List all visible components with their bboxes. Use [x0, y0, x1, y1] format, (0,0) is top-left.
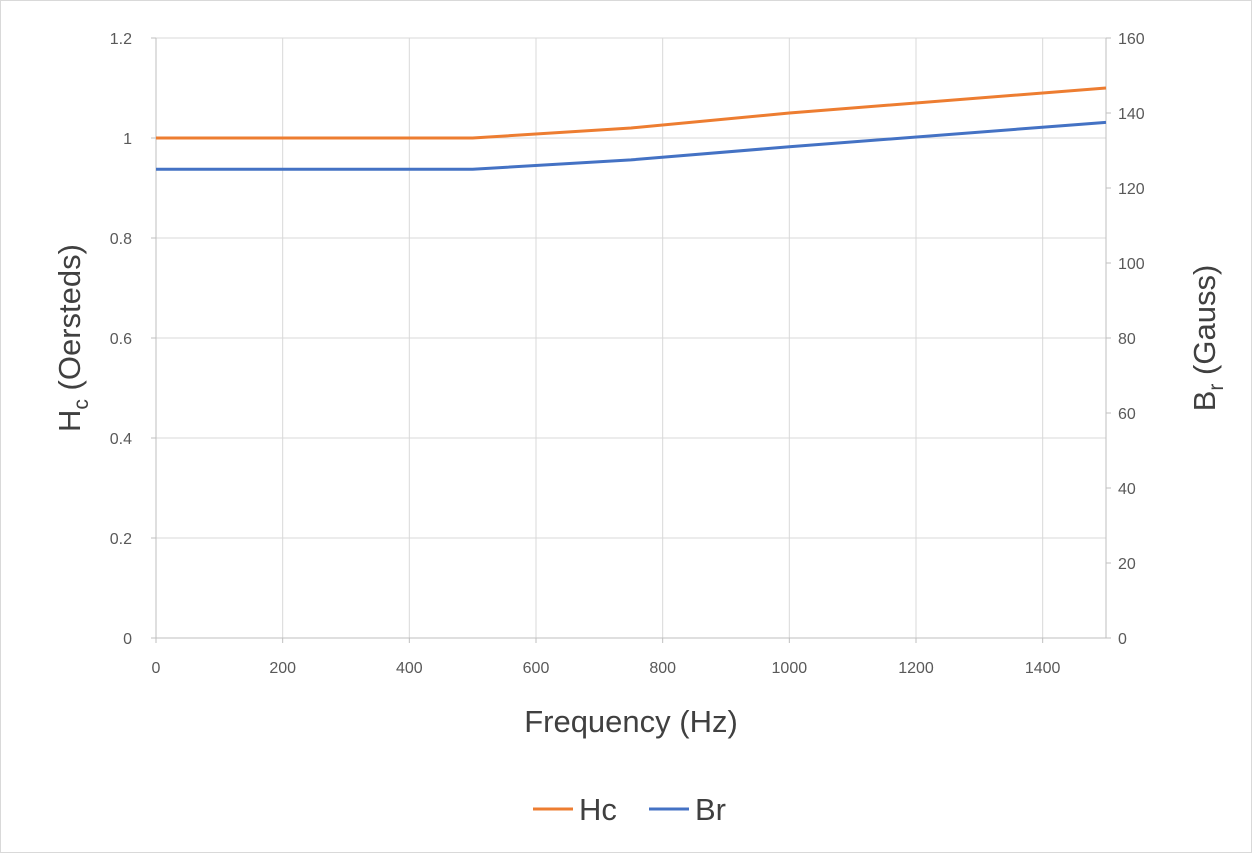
y-left-tick-label: 1.2 — [110, 31, 132, 48]
series-lines — [156, 86, 1107, 171]
x-axis-title: Frequency (Hz) — [524, 704, 738, 739]
y-left-tick-label: 1 — [123, 131, 132, 148]
y-right-tick-label: 40 — [1118, 481, 1136, 498]
y-right-tick-label: 100 — [1118, 256, 1145, 273]
y-axis-right-title: Br (Gauss) — [1187, 265, 1228, 412]
y-right-tick-label: 60 — [1118, 406, 1136, 423]
series-line-br — [156, 120, 1107, 171]
x-tick-label: 600 — [523, 660, 550, 677]
x-tick-label: 200 — [269, 660, 296, 677]
y-left-title-sub: c — [70, 399, 93, 410]
x-tick-label: 800 — [649, 660, 676, 677]
y-axis-left-title: Hc (Oersteds) — [52, 244, 93, 432]
y-left-tick-label: 0.2 — [110, 531, 132, 548]
y-left-tick-label: 0.6 — [110, 331, 132, 348]
legend-label-hc: Hc — [579, 792, 617, 827]
y-right-title-suffix: (Gauss) — [1187, 265, 1222, 384]
x-tick-label: 1000 — [772, 660, 808, 677]
x-tick-label: 400 — [396, 660, 423, 677]
x-tick-label: 1200 — [898, 660, 934, 677]
y-right-tick-label: 160 — [1118, 31, 1145, 48]
y-right-tick-label: 140 — [1118, 106, 1145, 123]
x-tick-label: 1400 — [1025, 660, 1061, 677]
tick-labels: 0 0.2 0.4 0.6 0.8 1 1.2 0 20 40 60 80 100 120 140 160 0 2… — [110, 31, 1145, 677]
y-left-tick-label: 0 — [123, 631, 132, 648]
legend: Hc Br — [533, 792, 726, 827]
y-right-tick-label: 0 — [1118, 631, 1127, 648]
series-line-hc — [156, 86, 1107, 140]
y-left-tick-label: 0.8 — [110, 231, 132, 248]
y-right-title-main: B — [1187, 391, 1222, 412]
y-left-title-suffix: (Oersteds) — [52, 244, 87, 399]
y-right-title-sub: r — [1205, 384, 1228, 391]
y-left-tick-label: 0.4 — [110, 431, 132, 448]
y-right-tick-label: 80 — [1118, 331, 1136, 348]
y-right-tick-label: 120 — [1118, 181, 1145, 198]
y-left-title-main: H — [52, 410, 87, 432]
y-right-tick-label: 20 — [1118, 556, 1136, 573]
legend-label-br: Br — [695, 792, 726, 827]
x-tick-label: 0 — [152, 660, 161, 677]
